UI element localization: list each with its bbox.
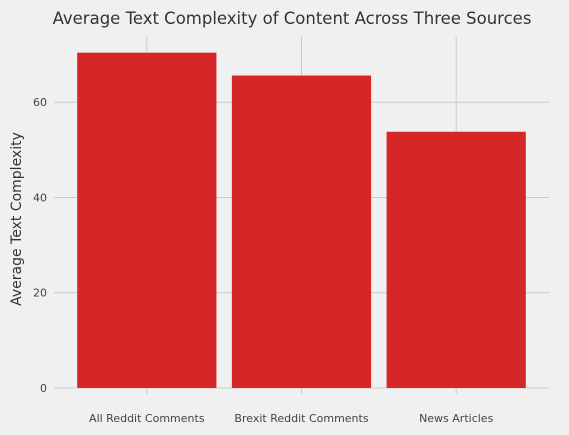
bar-news-articles [386, 131, 526, 389]
y-tick-label: 0 [40, 382, 47, 395]
y-tick-labels: 0 20 40 60 [33, 96, 47, 395]
bars [77, 52, 526, 389]
bar-all-reddit-comments [77, 52, 217, 389]
x-tick-label: Brexit Reddit Comments [234, 412, 368, 425]
y-tick-label: 60 [33, 96, 47, 109]
chart-title: Average Text Complexity of Content Acros… [53, 9, 532, 28]
y-tick-label: 40 [33, 191, 47, 204]
bar-brexit-reddit-comments [231, 75, 372, 388]
x-tick-label: All Reddit Comments [89, 412, 205, 425]
x-tick-label: News Articles [419, 412, 494, 425]
x-tick-labels: All Reddit Comments Brexit Reddit Comment… [89, 412, 494, 425]
y-axis-label: Average Text Complexity [9, 132, 25, 306]
y-tick-label: 20 [33, 287, 47, 300]
